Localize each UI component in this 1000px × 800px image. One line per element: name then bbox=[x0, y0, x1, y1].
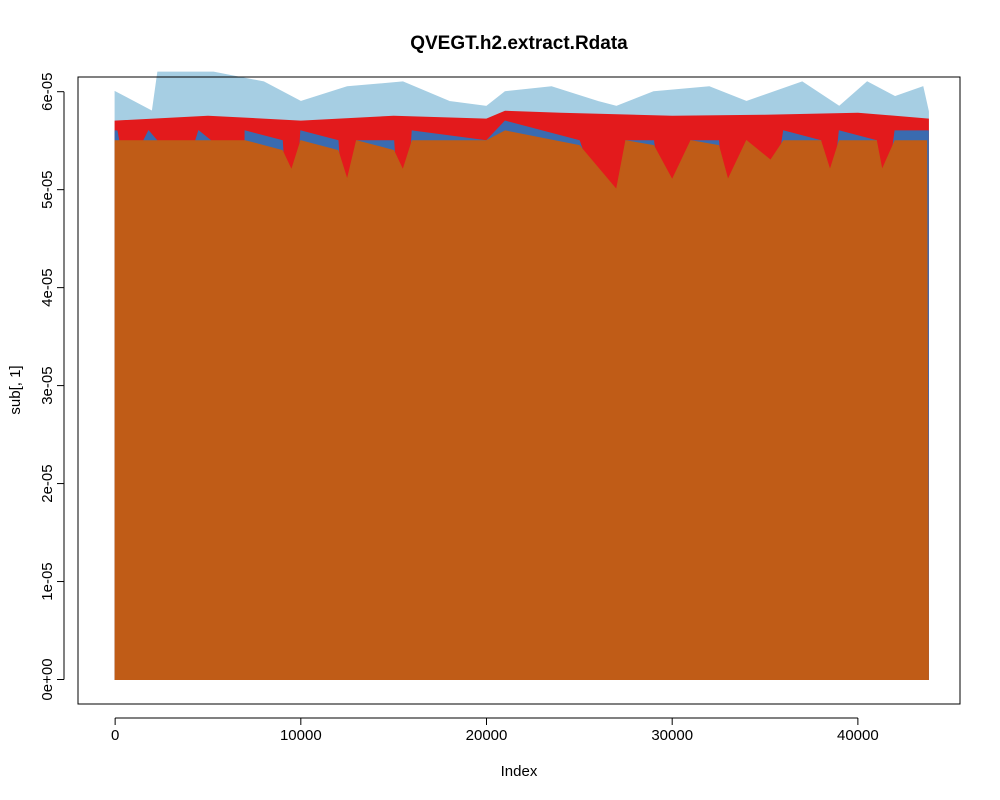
x-tick-label: 10000 bbox=[280, 727, 322, 744]
x-tick-label: 40000 bbox=[837, 727, 879, 744]
x-axis: 0 10000 20000 30000 40000 bbox=[111, 717, 879, 744]
y-tick-label: 5e-05 bbox=[39, 170, 56, 208]
x-tick-label: 30000 bbox=[651, 727, 693, 744]
x-tick-label: 0 bbox=[111, 727, 119, 744]
y-tick-label: 6e-05 bbox=[39, 73, 56, 111]
y-tick-label: 3e-05 bbox=[39, 366, 56, 404]
y-axis: 0e+00 1e-05 2e-05 3e-05 4e-05 5e-05 6e-05 bbox=[39, 73, 65, 701]
series-layer bbox=[114, 71, 929, 680]
plot-frame bbox=[77, 76, 961, 705]
y-axis-label: sub[, 1] bbox=[7, 365, 24, 414]
y-tick-label: 2e-05 bbox=[39, 464, 56, 502]
chart-title: QVEGT.h2.extract.Rdata bbox=[410, 33, 628, 54]
series-3-area bbox=[114, 130, 929, 680]
y-tick-label: 4e-05 bbox=[39, 268, 56, 306]
y-tick-label: 1e-05 bbox=[39, 562, 56, 600]
y-tick-label: 0e+00 bbox=[39, 658, 56, 700]
x-axis-label: Index bbox=[501, 763, 538, 780]
x-tick-label: 20000 bbox=[466, 727, 508, 744]
